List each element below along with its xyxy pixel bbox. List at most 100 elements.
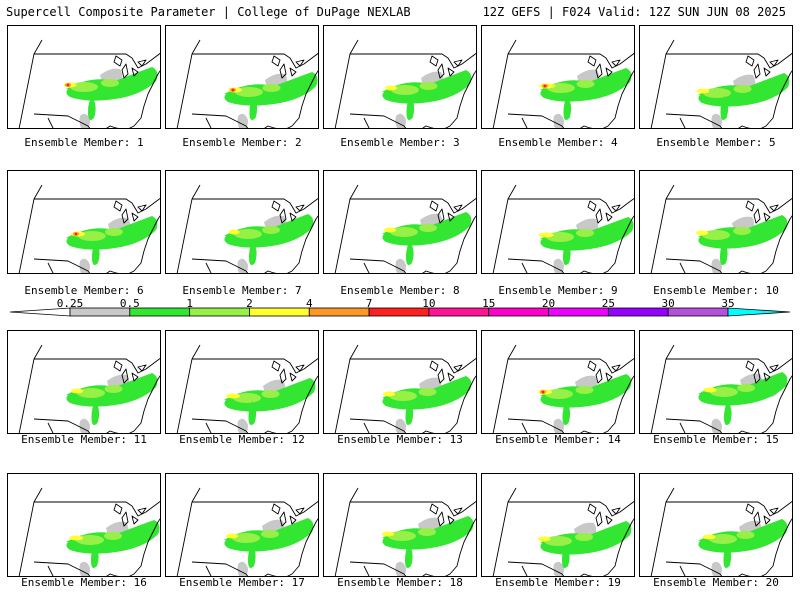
map-outline bbox=[747, 272, 749, 273]
scp-lightgreen-patch bbox=[101, 79, 119, 87]
colorbar-tick-label: 20 bbox=[541, 297, 556, 310]
map-outline bbox=[650, 39, 792, 128]
map-outline bbox=[115, 127, 117, 128]
colorbar-segment bbox=[368, 307, 430, 317]
scp-gray-area bbox=[395, 113, 406, 128]
colorbar-segment bbox=[189, 307, 250, 317]
colorbar-tick-label: 0.25 bbox=[56, 297, 84, 310]
scp-gray-area bbox=[395, 418, 406, 433]
map-outline bbox=[745, 200, 779, 224]
colorbar-tick-label: 0.5 bbox=[119, 297, 140, 310]
ensemble-panel bbox=[481, 330, 635, 434]
map-outline bbox=[745, 360, 779, 384]
scp-lightgreen-patch bbox=[544, 536, 572, 546]
map-outline bbox=[113, 200, 147, 224]
ensemble-member-caption: Ensemble Member: 10 bbox=[653, 284, 779, 297]
scp-lightgreen-patch bbox=[575, 386, 594, 394]
scp-lightgreen-patch bbox=[105, 228, 123, 236]
map-outline bbox=[508, 500, 634, 517]
scp-yellow-core bbox=[385, 85, 397, 91]
map-outline bbox=[492, 344, 634, 433]
colorbar-right-arrow bbox=[727, 307, 791, 317]
ensemble-panel bbox=[481, 473, 635, 577]
colorbar-segment bbox=[488, 307, 549, 317]
colorbar-segment bbox=[548, 307, 609, 317]
map-outline bbox=[350, 500, 476, 517]
ensemble-member-caption: Ensemble Member: 19 bbox=[495, 576, 621, 589]
ensemble-member-caption: Ensemble Member: 2 bbox=[182, 136, 302, 149]
ensemble-member-caption: Ensemble Member: 16 bbox=[21, 576, 147, 589]
map-outline bbox=[431, 127, 433, 128]
ensemble-member-caption: Ensemble Member: 3 bbox=[340, 136, 460, 149]
scp-gray-area bbox=[79, 258, 90, 273]
scp-lightgreen-patch bbox=[233, 393, 261, 403]
scp-lightgreen-patch bbox=[545, 389, 573, 399]
map-outline bbox=[273, 127, 275, 128]
ensemble-member-caption: Ensemble Member: 1 bbox=[24, 136, 144, 149]
colorbar-tick-label: 2 bbox=[246, 297, 253, 310]
scp-lightgreen-patch bbox=[736, 531, 755, 539]
scp-gray-area bbox=[553, 258, 564, 273]
ensemble-panel bbox=[639, 25, 793, 129]
scp-red-core bbox=[74, 232, 78, 236]
colorbar-segment bbox=[607, 307, 669, 317]
scp-yellow-core bbox=[537, 536, 551, 542]
scp-lightgreen-patch bbox=[576, 80, 595, 88]
scp-gray-area bbox=[395, 258, 406, 273]
scp-lightgreen-patch bbox=[234, 229, 262, 239]
scp-map bbox=[18, 184, 160, 273]
scp-green-band bbox=[720, 96, 729, 120]
map-outline bbox=[47, 262, 54, 273]
scp-yellow-core bbox=[383, 391, 395, 397]
ensemble-panel bbox=[639, 170, 793, 274]
map-outline bbox=[334, 184, 476, 273]
colorbar bbox=[9, 307, 791, 317]
scp-lightgreen-patch bbox=[78, 231, 106, 241]
scp-lightgreen-patch bbox=[232, 533, 260, 543]
map-outline bbox=[115, 272, 117, 273]
scp-lightgreen-patch bbox=[104, 385, 123, 393]
scp-yellow-core bbox=[228, 229, 240, 235]
scp-lightgreen-patch bbox=[737, 384, 755, 392]
map-outline bbox=[34, 357, 160, 374]
ensemble-member-caption: Ensemble Member: 20 bbox=[653, 576, 779, 589]
scp-gray-area bbox=[711, 418, 722, 433]
scp-yellow-core bbox=[226, 393, 240, 399]
scp-green-band bbox=[406, 96, 415, 120]
map-outline bbox=[589, 127, 591, 128]
scp-green-band bbox=[562, 401, 571, 425]
map-outline bbox=[521, 262, 528, 273]
scp-green-band bbox=[405, 544, 413, 568]
colorbar-tick-label: 10 bbox=[422, 297, 436, 310]
scp-map bbox=[650, 184, 792, 273]
scp-lightgreen-patch bbox=[703, 88, 731, 98]
map-outline bbox=[205, 117, 212, 128]
map-outline bbox=[176, 184, 318, 273]
scp-map bbox=[334, 344, 476, 433]
scp-map bbox=[492, 344, 634, 433]
scp-map bbox=[176, 487, 318, 576]
scp-yellow-core bbox=[382, 531, 394, 537]
ensemble-member-caption: Ensemble Member: 11 bbox=[21, 433, 147, 446]
colorbar-segment bbox=[428, 307, 490, 317]
ensemble-member-caption: Ensemble Member: 14 bbox=[495, 433, 621, 446]
scp-yellow-core bbox=[696, 88, 710, 94]
scp-lightgreen-patch bbox=[104, 532, 122, 540]
map-outline bbox=[429, 200, 463, 224]
map-outline bbox=[650, 344, 792, 433]
map-outline bbox=[271, 200, 305, 224]
map-outline bbox=[34, 500, 160, 517]
map-outline bbox=[492, 184, 634, 273]
scp-map bbox=[492, 487, 634, 576]
scp-green-band bbox=[92, 241, 100, 265]
scp-lightgreen-patch bbox=[77, 388, 105, 398]
scp-map bbox=[650, 344, 792, 433]
scp-lightgreen-patch bbox=[391, 85, 419, 95]
scp-lightgreen-patch bbox=[262, 84, 281, 92]
map-outline bbox=[34, 197, 160, 214]
scp-green-band bbox=[562, 544, 570, 568]
map-outline bbox=[666, 197, 792, 214]
scp-gray-area bbox=[553, 561, 564, 576]
map-outline bbox=[429, 55, 463, 79]
scp-map bbox=[492, 184, 634, 273]
